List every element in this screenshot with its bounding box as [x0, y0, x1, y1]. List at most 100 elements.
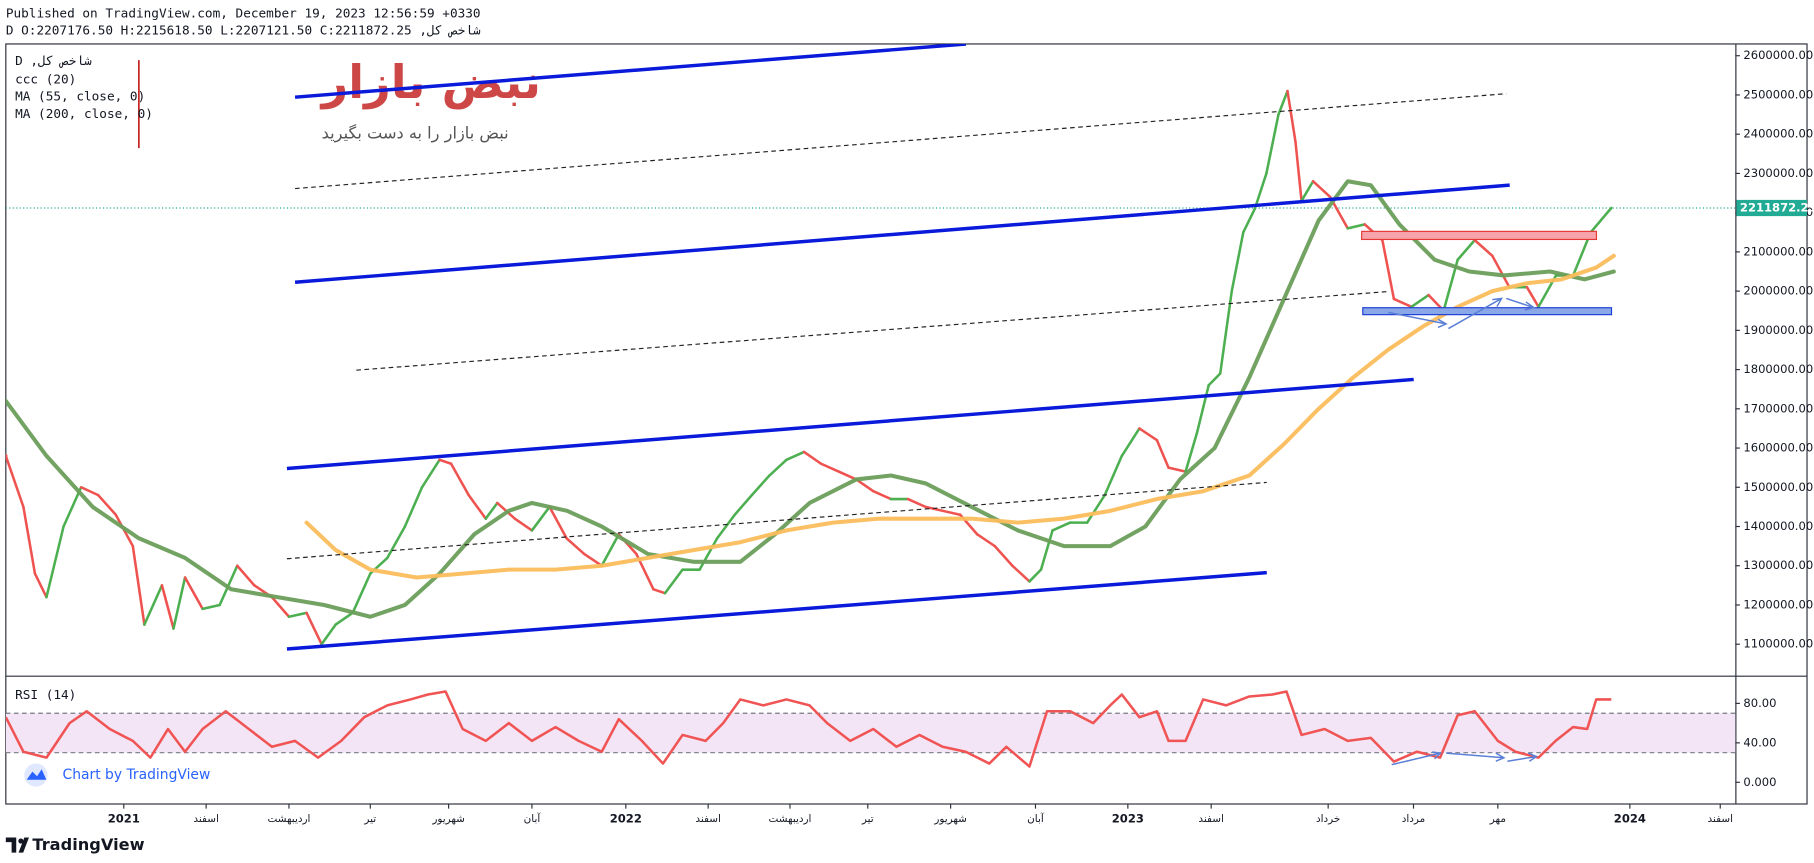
- attribution-text[interactable]: Chart by TradingView: [63, 767, 211, 783]
- price-segment: [1589, 206, 1613, 234]
- price-segment: [768, 458, 788, 477]
- price-segment: [235, 564, 256, 587]
- x-tick-label: 2023: [1112, 812, 1144, 826]
- y-tick-label: 1100000.00: [1743, 637, 1813, 651]
- y-tick-label: 2000000.00: [1743, 284, 1813, 298]
- price-segment: [1311, 179, 1332, 199]
- arrow: [1446, 752, 1506, 762]
- price-segment: [320, 623, 337, 646]
- y-tick-label: 2500000.00: [1743, 87, 1813, 101]
- price-segment: [663, 568, 684, 595]
- price-segment: [733, 493, 754, 517]
- price-segment: [1525, 285, 1540, 309]
- watermark: نبض بازار نبض بازار را به دست بگیرید: [137, 55, 541, 149]
- chart-frame: [5, 43, 1808, 805]
- price-segment: [96, 493, 118, 517]
- price-segment: [143, 584, 164, 626]
- x-tick-label: اسفند: [1198, 813, 1223, 825]
- price-segment: [1346, 223, 1367, 230]
- price-segment: [1230, 231, 1245, 293]
- price-segment: [993, 544, 1014, 568]
- price-segment: [802, 450, 823, 466]
- price-segment: [270, 595, 291, 619]
- price-segment: [1300, 179, 1315, 203]
- channel-midline: [294, 93, 1507, 190]
- price-segment: [565, 537, 586, 556]
- y-tick-label: 40.00: [1743, 735, 1776, 749]
- attribution[interactable]: Chart by TradingView: [13, 758, 211, 792]
- x-tick-label: آبان: [524, 812, 542, 825]
- y-tick-label: 1600000.00: [1743, 441, 1813, 455]
- price-segment: [1207, 372, 1222, 387]
- price-segment: [1120, 427, 1141, 458]
- y-tick-label: 2600000.00: [1743, 48, 1813, 62]
- price-segment: [854, 478, 875, 493]
- y-tick-label: 2400000.00: [1743, 127, 1813, 141]
- y-tick-label: 1200000.00: [1743, 597, 1813, 611]
- rsi-pane: [5, 690, 1736, 768]
- trend-line: [294, 183, 1510, 284]
- price-segment: [1294, 140, 1303, 203]
- rsi-title: RSI (14): [15, 687, 76, 702]
- price-segment: [530, 505, 551, 532]
- x-tick-label: 2024: [1614, 812, 1646, 826]
- last-price-box: [1736, 199, 1808, 217]
- price-segment: [1473, 238, 1494, 258]
- price-segment: [1051, 521, 1072, 532]
- price-segment: [698, 537, 719, 571]
- drawings: [286, 43, 1613, 651]
- price-segment: [715, 513, 737, 540]
- attribution-icon: [26, 769, 47, 780]
- price-segment: [1195, 384, 1210, 434]
- price-segment: [652, 588, 667, 595]
- price-segment: [420, 458, 441, 489]
- published-line: Published on TradingView.com, December 1…: [6, 5, 481, 20]
- y-tick-label: 1800000.00: [1743, 362, 1813, 376]
- x-tick-label: تیر: [363, 813, 376, 825]
- price-segment: [1286, 89, 1297, 144]
- price-segment: [837, 470, 858, 481]
- price-segment: [438, 458, 453, 466]
- y-tick-label: 1700000.00: [1743, 401, 1813, 415]
- price-segment: [1265, 113, 1280, 175]
- arrow: [1506, 297, 1536, 311]
- price-segment: [45, 525, 65, 599]
- attribution-box[interactable]: [13, 758, 211, 792]
- price-segment: [1277, 89, 1289, 116]
- price-segment: [975, 533, 997, 548]
- x-tick-label: خرداد: [1316, 813, 1340, 825]
- price-segment: [1491, 254, 1511, 289]
- price-segment: [484, 501, 499, 520]
- last-price-label: 2211872.25: [1740, 200, 1814, 214]
- arrow: [1448, 297, 1504, 330]
- price-segment: [1085, 493, 1107, 524]
- price-segment: [172, 576, 187, 630]
- y-tick-label: 1300000.00: [1743, 558, 1813, 572]
- rsi-band: [5, 713, 1736, 753]
- price-segment: [1242, 207, 1257, 234]
- price-segment: [5, 454, 25, 509]
- price-segment: [1184, 431, 1199, 473]
- price-segment: [160, 584, 175, 630]
- price-segment: [1028, 568, 1043, 583]
- arrows: [1388, 297, 1536, 330]
- trend-line: [294, 43, 967, 99]
- price-segment: [351, 572, 372, 615]
- price-segment: [1410, 293, 1430, 309]
- price-segment: [22, 505, 37, 575]
- x-tick-label: مهر: [1489, 813, 1506, 825]
- price-segment: [785, 450, 806, 462]
- trend-line: [286, 570, 1267, 651]
- arrow: [1388, 311, 1448, 329]
- price-segment: [600, 533, 621, 568]
- price-segment: [1456, 238, 1477, 262]
- x-tick-label: اسفند: [1707, 813, 1732, 825]
- price-segment: [906, 497, 927, 509]
- price-segment: [582, 552, 603, 568]
- symbol-line: شاخص کل, D O:2207176.50 H:2215618.50 L:2…: [6, 23, 481, 39]
- price-segment: [449, 462, 470, 497]
- price-segment: [819, 462, 840, 473]
- price-segment: [750, 474, 771, 497]
- x-tick-label: شهریور: [933, 813, 967, 825]
